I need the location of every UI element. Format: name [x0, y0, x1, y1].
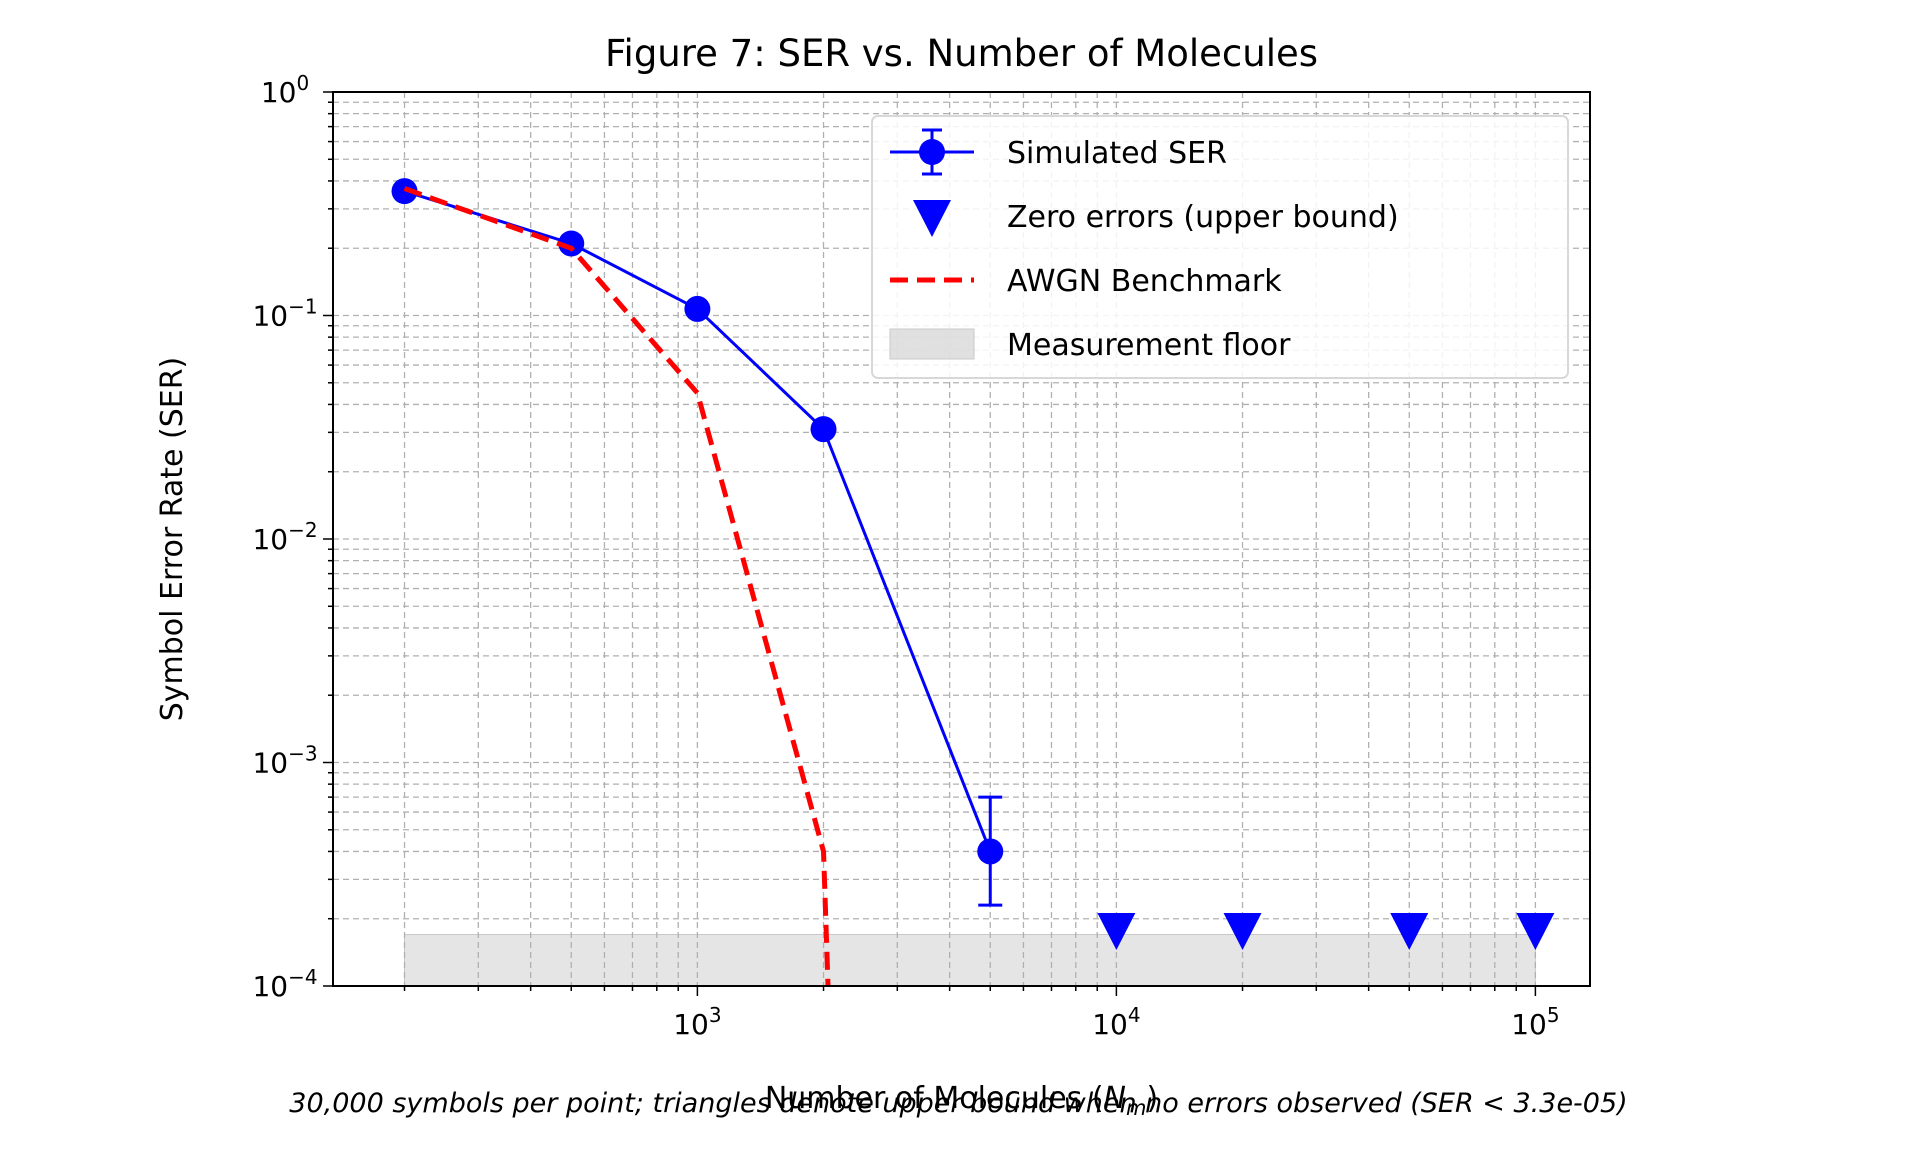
legend-box [871, 115, 1569, 379]
simulated-ser-point [810, 416, 837, 443]
chart-footnote: 30,000 symbols per point; triangles deno… [289, 1088, 1628, 1119]
legend-band-handle [889, 328, 975, 360]
legend-label: Simulated SER [1007, 136, 1227, 171]
x-tick-label: 104 [1092, 1003, 1140, 1041]
simulated-ser-point [391, 178, 418, 205]
simulated-ser-point [977, 838, 1004, 865]
legend-marker-handle [919, 139, 945, 165]
measurement-floor-band [404, 933, 1536, 987]
zero-error-marker [1097, 912, 1136, 950]
awgn-benchmark-line [403, 186, 831, 987]
zero-error-marker [1516, 912, 1555, 950]
legend-label: Measurement floor [1007, 328, 1291, 363]
legend-label: AWGN Benchmark [1007, 264, 1282, 299]
simulated-ser-point [558, 230, 585, 257]
y-tick-label: 10−1 [252, 295, 317, 333]
x-tick-label: 105 [1511, 1003, 1559, 1041]
zero-error-marker [1223, 912, 1262, 950]
legend: Simulated SER Zero errors (upper bound) AW… [871, 115, 1569, 379]
y-tick-label: 10−3 [252, 742, 317, 780]
y-tick-label: 10−4 [252, 965, 317, 1003]
legend-triangle-handle [913, 200, 951, 237]
legend-label: Zero errors (upper bound) [1007, 200, 1399, 235]
simulated-ser-point [684, 295, 711, 322]
y-tick-label: 100 [261, 71, 309, 109]
series-layer [391, 178, 1555, 987]
chart-title: Figure 7: SER vs. Number of Molecules [605, 32, 1318, 75]
tick-layer: 103 104 105 100 10−1 10−2 10−3 10−4 [252, 71, 1559, 1041]
y-tick-label: 10−2 [252, 518, 317, 556]
x-tick-label: 103 [673, 1003, 721, 1041]
zero-error-marker [1390, 912, 1429, 950]
measurement-floor-layer [404, 933, 1536, 987]
y-axis-label: Symbol Error Rate (SER) [155, 357, 190, 722]
x-axis-label: Number of Molecules (Nm) [765, 1081, 1158, 1120]
